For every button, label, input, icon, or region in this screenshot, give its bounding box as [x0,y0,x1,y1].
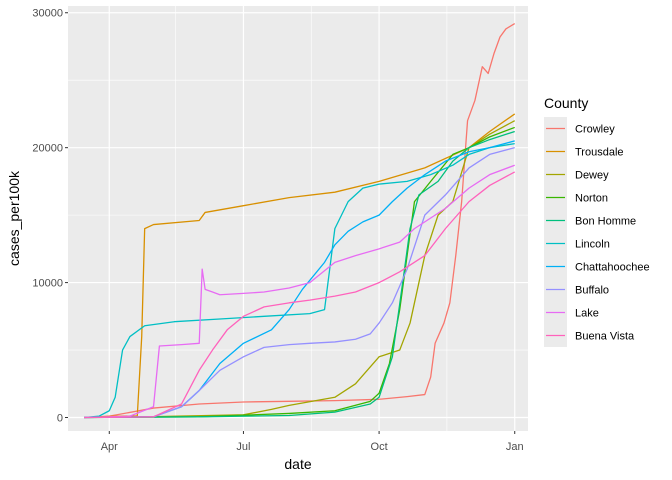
series-line-crowley [84,22,516,419]
legend-title: County [544,95,588,111]
y-tick-label: 0 [57,413,63,425]
legend-label-norton: Norton [575,193,608,205]
series-line-dewey [84,120,516,419]
y-tick-label: 20000 [32,143,63,155]
series-line-bon-homme [84,130,515,419]
y-tick-label: 30000 [32,8,63,20]
x-tick-label: Jul [236,441,250,453]
legend-label-lake: Lake [575,308,599,320]
y-axis-title: cases_per100k [6,170,22,266]
legend-label-dewey: Dewey [575,170,609,182]
legend-label-buffalo: Buffalo [575,285,609,297]
legend-label-crowley: Crowley [575,124,615,136]
grid-minor [68,6,528,431]
legend: County Crowley Trousdale Dewey Norton Bon Ho… [544,95,650,347]
series-line-trousdale [84,113,516,419]
x-tick-label: Oct [371,441,388,453]
series-line-buffalo [84,147,515,419]
legend-label-bon-homme: Bon Homme [575,216,636,228]
legend-label-lincoln: Lincoln [575,239,610,251]
panel-background [68,6,528,431]
x-axis-title: date [284,456,311,472]
y-tick-label: 10000 [32,278,63,290]
legend-label-buena-vista: Buena Vista [575,331,635,343]
y-axis: 0 10000 20000 30000 [32,8,68,425]
legend-label-trousdale: Trousdale [575,147,624,159]
series-line-buena-vista [84,171,516,419]
x-tick-label: Apr [101,441,118,453]
series-layer [84,22,516,419]
series-line-lake [84,164,515,419]
series-line-lincoln [84,142,515,419]
series-line-norton [84,126,515,419]
series-line-chattahoochee [84,140,515,419]
x-tick-label: Jan [506,441,524,453]
x-axis: Apr Jul Oct Jan [101,431,524,453]
legend-label-chattahoochee: Chattahoochee [575,262,650,274]
